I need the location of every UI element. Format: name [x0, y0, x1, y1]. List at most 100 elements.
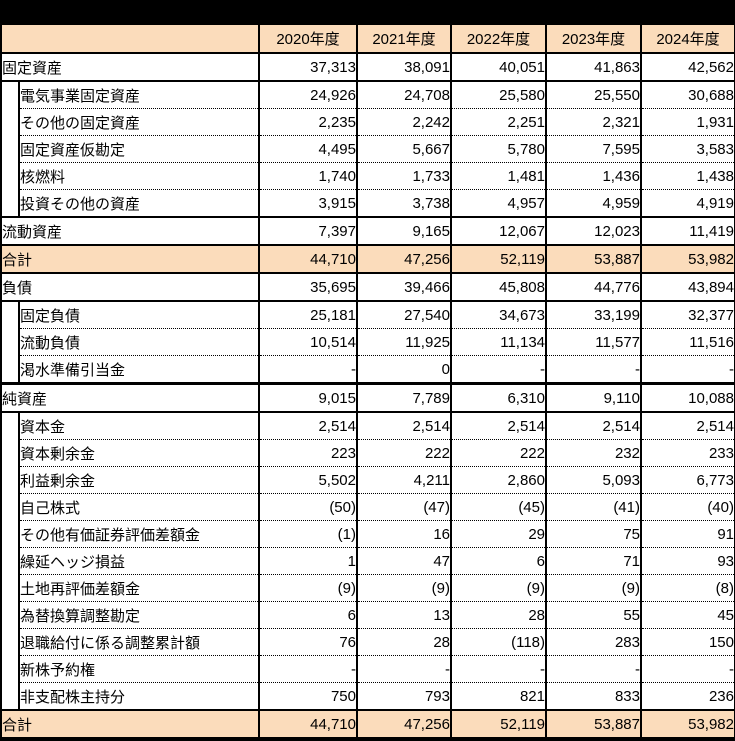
value-cell: (118): [450, 628, 546, 656]
row-label: 固定資産: [1, 52, 259, 81]
value-cell: 6: [450, 547, 546, 575]
value-cell: 44,776: [545, 272, 641, 301]
row-label: その他有価証券評価差額金: [19, 520, 259, 548]
value-cell: 44,710: [258, 244, 357, 273]
value-cell: (1): [258, 520, 357, 548]
value-cell: 91: [640, 520, 735, 548]
value-cell: 1,438: [640, 162, 735, 190]
value-cell: 52,119: [450, 709, 546, 739]
value-cell: 283: [545, 628, 641, 656]
value-cell: 4,495: [258, 135, 357, 163]
table-row: 利益剰余金 5,502 4,211 2,860 5,093 6,773: [1, 466, 735, 494]
value-cell: 52,119: [450, 244, 546, 273]
value-cell: 4,211: [356, 466, 451, 494]
value-cell: (9): [450, 574, 546, 602]
table-row: 新株予約権 - - - - -: [1, 655, 735, 683]
value-cell: 7,595: [545, 135, 641, 163]
value-cell: 2,514: [450, 411, 546, 440]
value-cell: 28: [356, 628, 451, 656]
row-label: 利益剰余金: [19, 466, 259, 494]
table-row: 流動負債 10,514 11,925 11,134 11,577 11,516: [1, 328, 735, 356]
year-header-2024: 2024年度: [640, 25, 735, 54]
value-cell: 10,088: [640, 382, 735, 412]
value-cell: 75: [545, 520, 641, 548]
table-row: 資本剰余金 223 222 222 232 233: [1, 439, 735, 467]
row-label: 合計: [1, 709, 259, 739]
value-cell: 33,199: [545, 300, 641, 329]
value-cell: 53,887: [545, 709, 641, 739]
row-label: 繰延ヘッジ損益: [19, 547, 259, 575]
row-label: 退職給付に係る調整累計額: [19, 628, 259, 656]
value-cell: (8): [640, 574, 735, 602]
value-cell: -: [545, 655, 641, 683]
value-cell: 28: [450, 601, 546, 629]
value-cell: 1: [258, 547, 357, 575]
value-cell: 793: [356, 682, 451, 710]
table-row: 合計 44,710 47,256 52,119 53,887 53,982: [1, 244, 735, 273]
value-cell: -: [450, 655, 546, 683]
table-row: その他有価証券評価差額金 (1) 16 29 75 91: [1, 520, 735, 548]
value-cell: 6: [258, 601, 357, 629]
row-label: 投資その他の資産: [19, 189, 259, 217]
value-cell: -: [545, 355, 641, 384]
value-cell: -: [450, 355, 546, 384]
value-cell: 9,165: [356, 216, 451, 245]
year-header-2021: 2021年度: [356, 25, 451, 54]
value-cell: (9): [258, 574, 357, 602]
value-cell: (47): [356, 493, 451, 521]
row-label: 為替換算調整勘定: [19, 601, 259, 629]
value-cell: 45: [640, 601, 735, 629]
value-cell: 233: [640, 439, 735, 467]
row-label: 負債: [1, 272, 259, 301]
value-cell: 16: [356, 520, 451, 548]
value-cell: (9): [356, 574, 451, 602]
table-row: 非支配株主持分 750 793 821 833 236: [1, 682, 735, 710]
indent-cell: [1, 300, 20, 384]
value-cell: 11,419: [640, 216, 735, 245]
value-cell: 5,502: [258, 466, 357, 494]
row-label: 合計: [1, 244, 259, 273]
value-cell: 25,181: [258, 300, 357, 329]
year-header-2022: 2022年度: [450, 25, 546, 54]
value-cell: 27,540: [356, 300, 451, 329]
table-row: 固定資産 37,313 38,091 40,051 41,863 42,562: [1, 52, 735, 81]
value-cell: 45,808: [450, 272, 546, 301]
row-label: 資本剰余金: [19, 439, 259, 467]
value-cell: 40,051: [450, 52, 546, 81]
value-cell: 12,067: [450, 216, 546, 245]
row-label: 流動資産: [1, 216, 259, 245]
table-row: 固定資産仮勘定 4,495 5,667 5,780 7,595 3,583: [1, 135, 735, 163]
value-cell: 1,733: [356, 162, 451, 190]
value-cell: 2,514: [356, 411, 451, 440]
value-cell: 2,242: [356, 108, 451, 136]
row-label: 固定資産仮勘定: [19, 135, 259, 163]
value-cell: 93: [640, 547, 735, 575]
value-cell: 750: [258, 682, 357, 710]
value-cell: (45): [450, 493, 546, 521]
row-label: 電気事業固定資産: [19, 80, 259, 109]
year-header-2020: 2020年度: [258, 25, 357, 54]
value-cell: 2,514: [545, 411, 641, 440]
table-row: 投資その他の資産 3,915 3,738 4,957 4,959 4,919: [1, 189, 735, 217]
value-cell: 2,860: [450, 466, 546, 494]
financial-table: 2020年度 2021年度 2022年度 2023年度 2024年度 固定資産 3…: [0, 25, 735, 741]
row-label: 自己株式: [19, 493, 259, 521]
table-row: 渇水準備引当金 -0- - -: [1, 355, 735, 384]
value-cell: 35,695: [258, 272, 357, 301]
value-cell: 47,256: [356, 244, 451, 273]
value-cell: 9,110: [545, 382, 641, 412]
value-cell: 53,887: [545, 244, 641, 273]
value-cell: 29: [450, 520, 546, 548]
value-cell: 11,925: [356, 328, 451, 356]
table-row: 核燃料 1,740 1,733 1,481 1,436 1,438: [1, 162, 735, 190]
row-label: 非支配株主持分: [19, 682, 259, 710]
table-row: 土地再評価差額金 (9) (9) (9) (9) (8): [1, 574, 735, 602]
value-cell: 4,957: [450, 189, 546, 217]
value-cell: 12,023: [545, 216, 641, 245]
corner-cell: [1, 25, 259, 54]
value-cell: 2,251: [450, 108, 546, 136]
value-cell: 10,514: [258, 328, 357, 356]
table-row: その他の固定資産 2,235 2,242 2,251 2,321 1,931: [1, 108, 735, 136]
value-cell: 47: [356, 547, 451, 575]
value-cell: 9,015: [258, 382, 357, 412]
